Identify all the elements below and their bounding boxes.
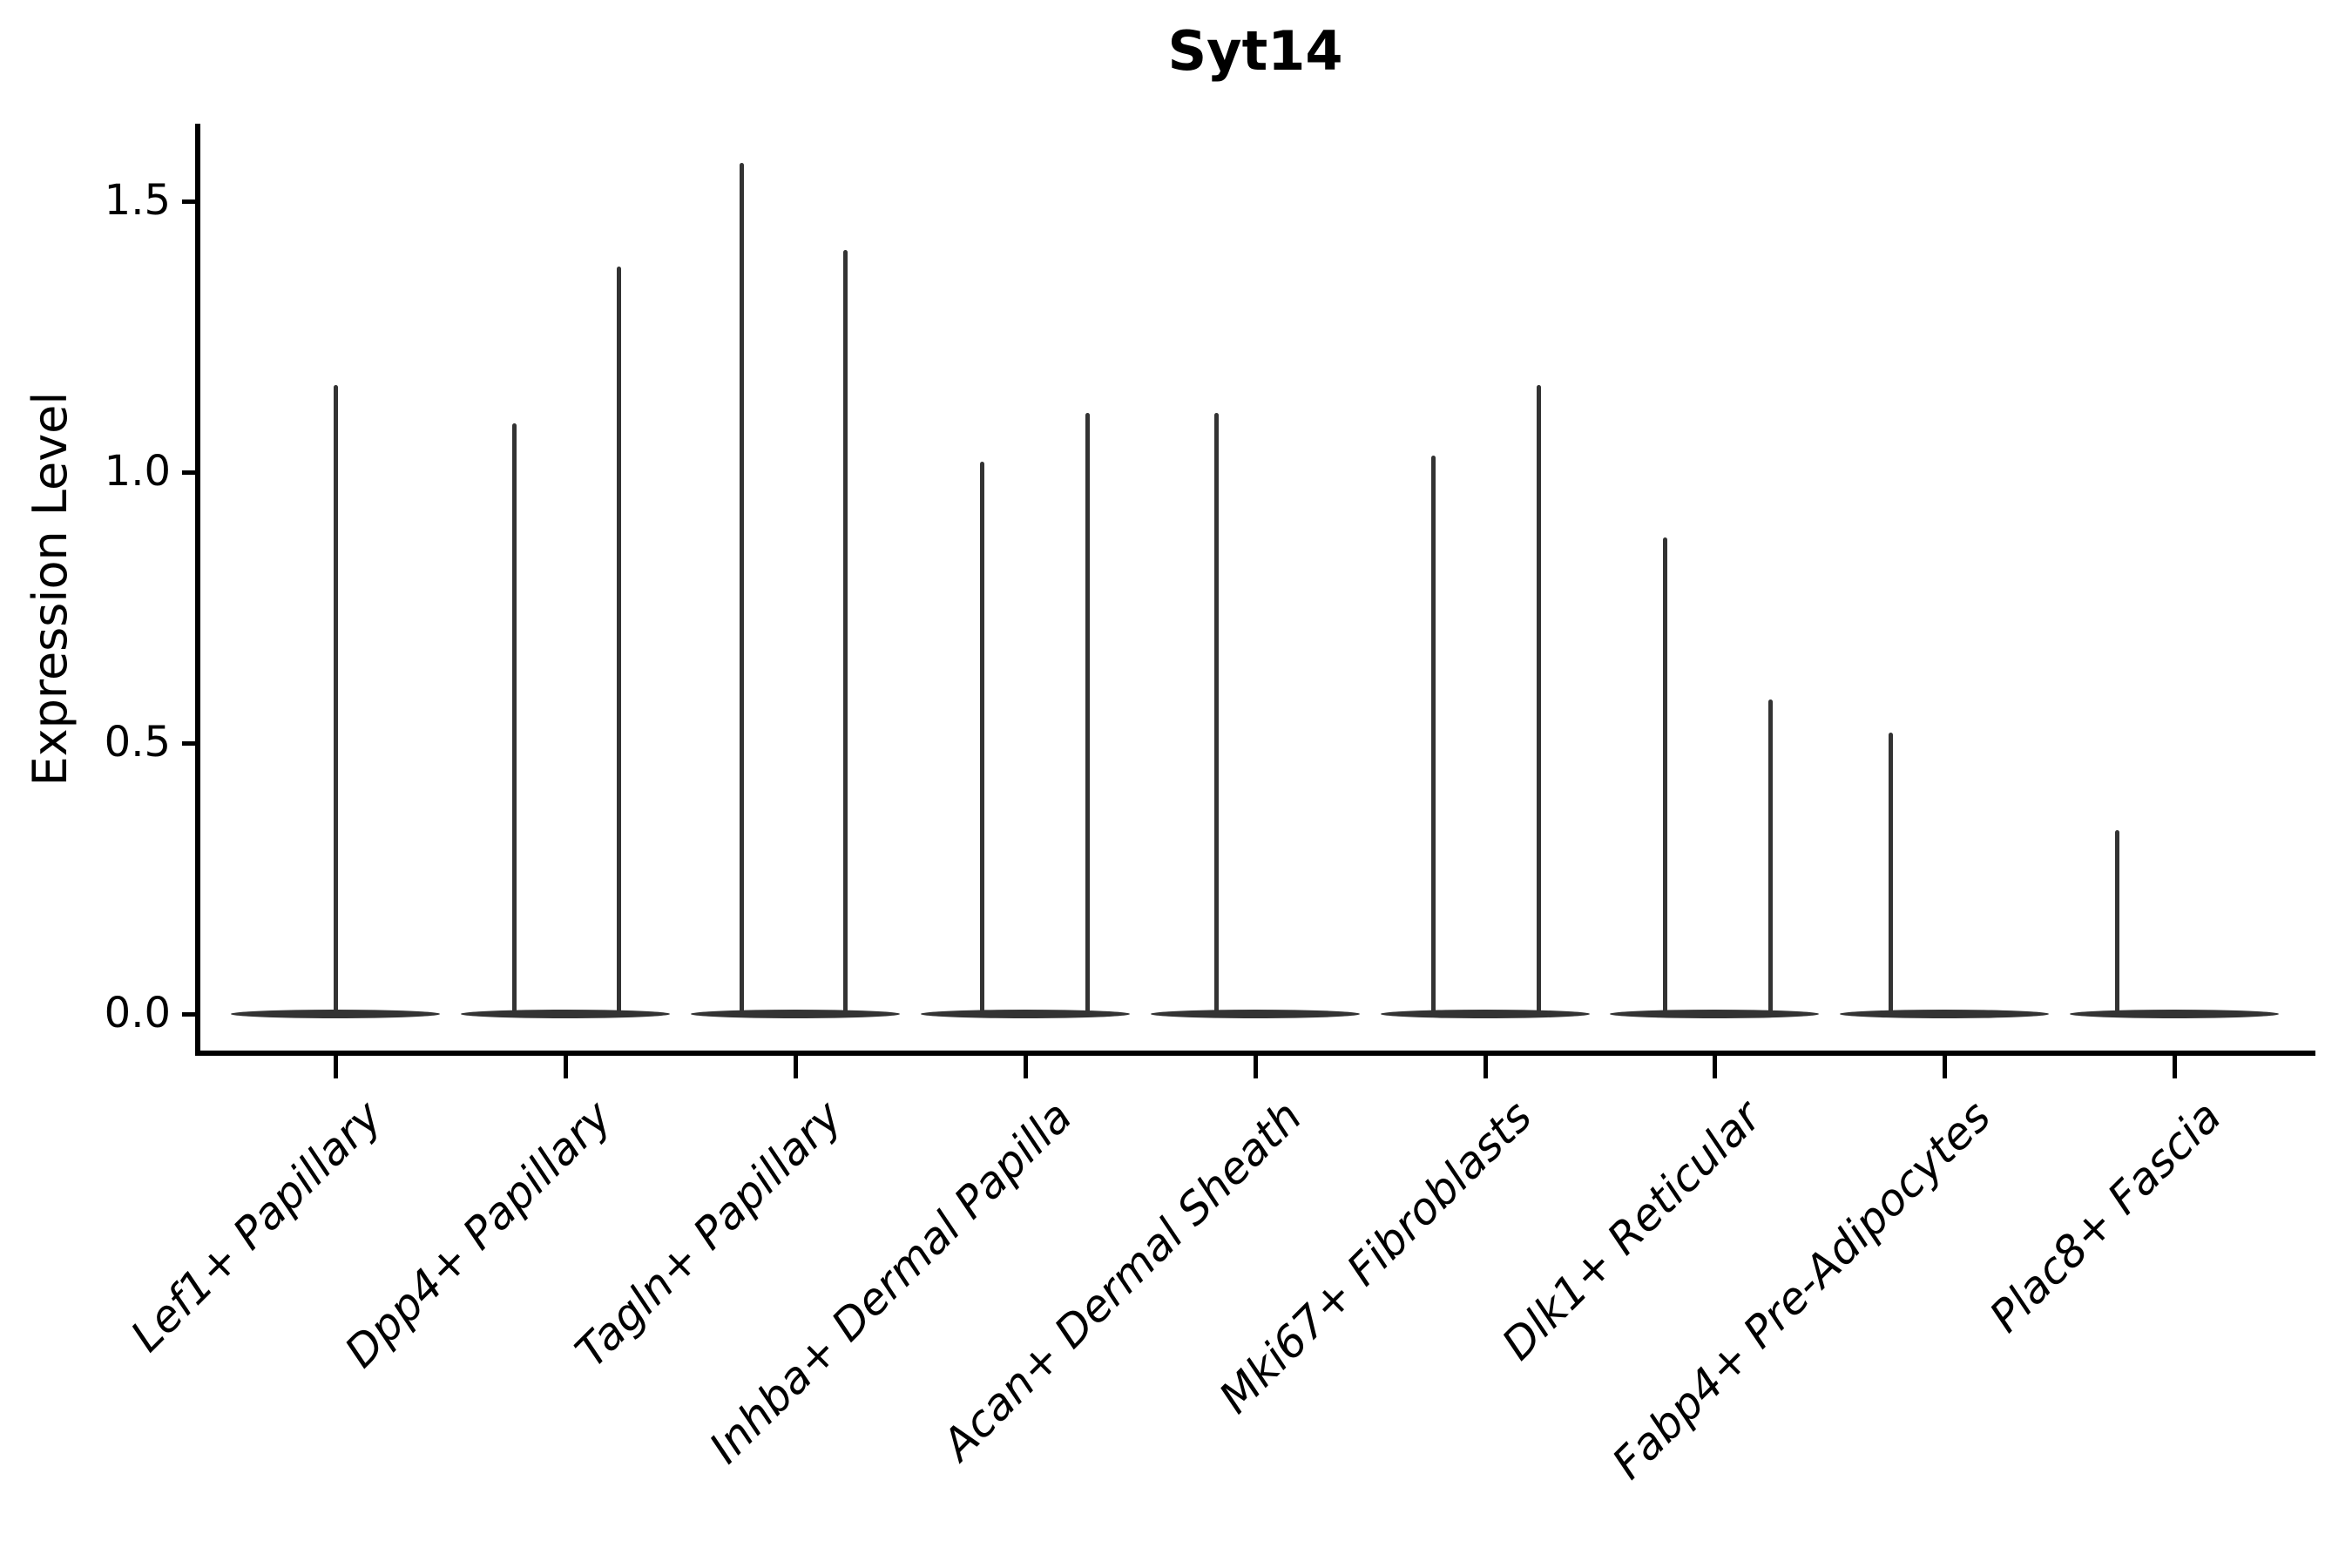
x-tick xyxy=(1254,1056,1258,1078)
x-tick xyxy=(794,1056,798,1078)
violin-spike xyxy=(1431,456,1436,1014)
x-axis-spine xyxy=(195,1051,2315,1056)
violin-spike xyxy=(1889,733,1893,1014)
violin-spike xyxy=(843,250,848,1014)
x-tick xyxy=(2173,1056,2177,1078)
x-tick xyxy=(564,1056,568,1078)
violin-spike xyxy=(512,423,517,1014)
violin-body xyxy=(1381,1010,1590,1018)
violin-spike xyxy=(1768,700,1773,1014)
violin-body xyxy=(2070,1010,2279,1018)
violin-spike xyxy=(740,163,744,1014)
violin-spike xyxy=(617,267,621,1014)
x-tick xyxy=(1713,1056,1717,1078)
y-axis-spine xyxy=(195,124,200,1056)
y-tick-label: 1.0 xyxy=(104,447,171,497)
x-tick-label: Plac8+ Fascia xyxy=(1979,1091,2231,1342)
violin-body xyxy=(1151,1010,1360,1018)
x-tick xyxy=(1943,1056,1947,1078)
violin-body xyxy=(1840,1010,2049,1018)
y-tick-label: 0.0 xyxy=(104,989,171,1038)
violin-body xyxy=(1610,1010,1819,1018)
violin-body xyxy=(921,1010,1130,1018)
violin-spike xyxy=(1085,413,1090,1014)
y-tick-label: 1.5 xyxy=(104,176,171,226)
x-tick xyxy=(334,1056,338,1078)
y-axis-label: Expression Level xyxy=(23,391,78,787)
x-tick xyxy=(1484,1056,1488,1078)
violin-spike xyxy=(980,462,984,1014)
y-tick xyxy=(182,1012,195,1017)
violin-spike xyxy=(1537,385,1541,1014)
violin-body xyxy=(691,1010,900,1018)
violin-body xyxy=(461,1010,670,1018)
violin-spike xyxy=(1663,537,1667,1014)
violin-spike xyxy=(1214,413,1219,1014)
plot-title: Syt14 xyxy=(1167,19,1343,83)
violin-spike xyxy=(2115,830,2119,1014)
y-tick xyxy=(182,741,195,746)
y-tick xyxy=(182,470,195,475)
y-tick xyxy=(182,199,195,204)
violin-body xyxy=(231,1010,440,1018)
violin-spike xyxy=(334,385,338,1014)
x-tick xyxy=(1024,1056,1028,1078)
x-tick-label: Fabp4+ Pre-Adipocytes xyxy=(1603,1091,2001,1490)
x-tick-label: Lef1+ Papillary xyxy=(121,1091,392,1362)
y-tick-label: 0.5 xyxy=(104,718,171,767)
